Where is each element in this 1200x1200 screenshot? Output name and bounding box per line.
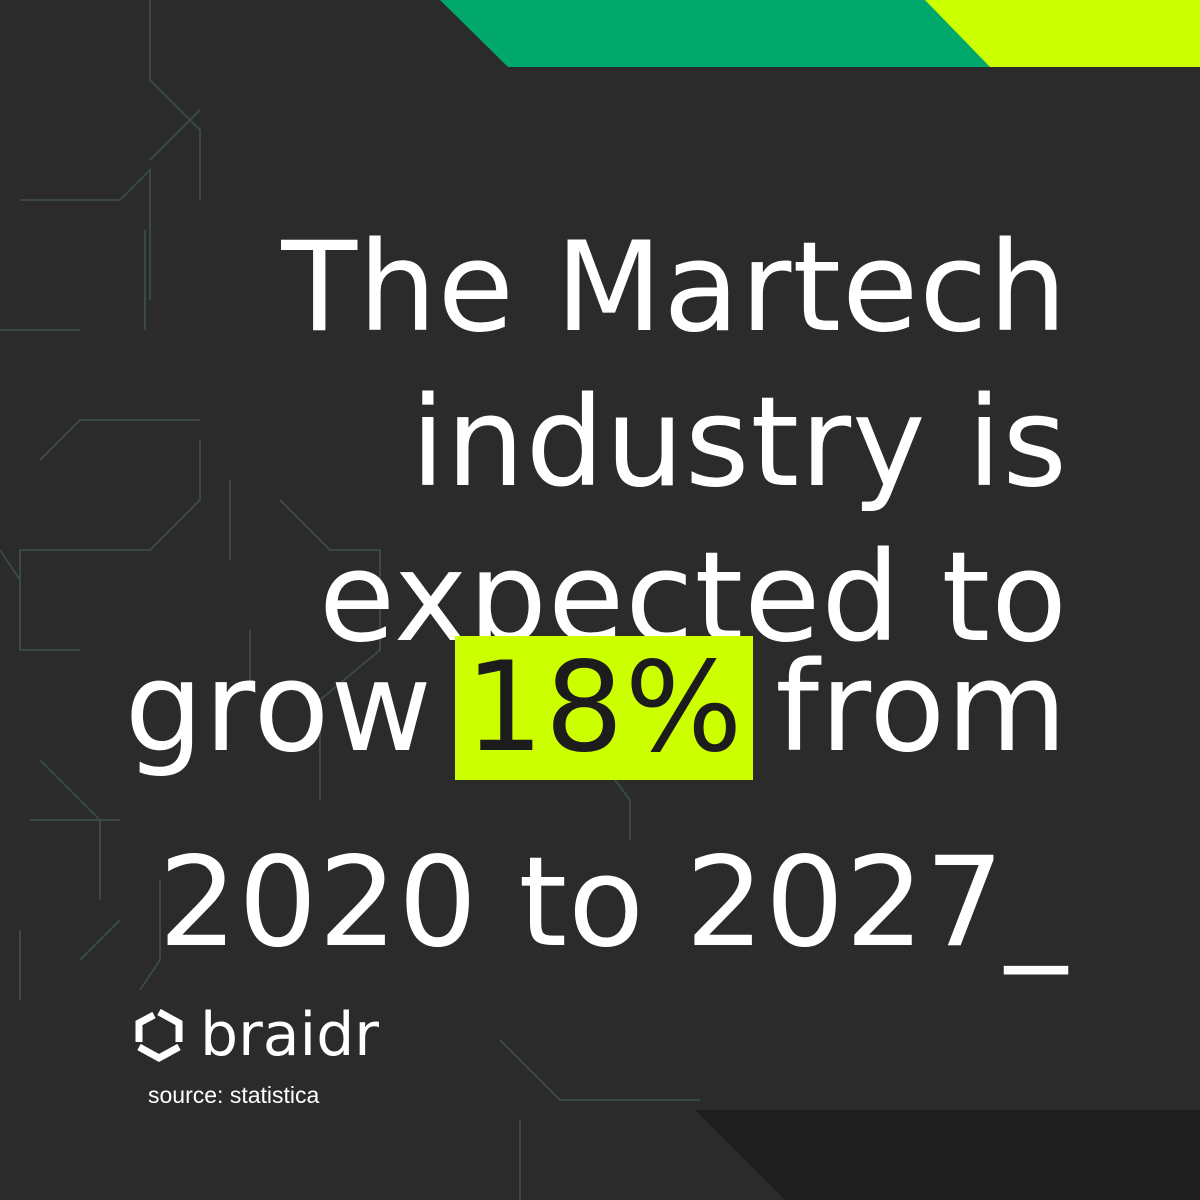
- headline-line: expected to: [318, 526, 1068, 670]
- source: source: statistica: [148, 1082, 320, 1108]
- headline-line: industry is: [410, 371, 1068, 515]
- accent-stripe: [925, 0, 1200, 67]
- accent-stripe: [440, 0, 1030, 67]
- brand-name: braidr: [200, 1000, 379, 1070]
- headline-text: from: [775, 636, 1068, 780]
- highlight: 18%: [454, 636, 754, 780]
- headline-line: The Martech: [281, 216, 1068, 360]
- headline-text: grow: [124, 636, 433, 780]
- brand: braidr: [132, 1000, 379, 1070]
- headline-line: 2020 to 2027_: [158, 831, 1068, 975]
- brand-icon: [135, 1008, 183, 1062]
- footer-band: [695, 1110, 1200, 1200]
- headline-line: grow 18% from: [124, 636, 1068, 780]
